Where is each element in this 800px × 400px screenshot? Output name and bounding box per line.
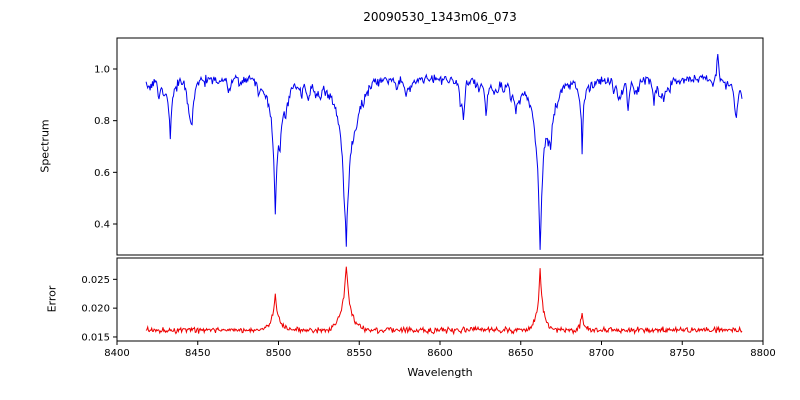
y-tick-label: 0.8: [94, 116, 110, 127]
chart-title: 20090530_1343m06_073: [363, 10, 517, 24]
x-tick-label: 8750: [670, 348, 695, 359]
x-tick-label: 8700: [589, 348, 614, 359]
y-tick-label: 0.4: [94, 220, 110, 231]
y-tick-label: 0.025: [81, 275, 110, 286]
x-tick-label: 8500: [266, 348, 291, 359]
y-tick-label: 1.0: [94, 65, 110, 76]
y-tick-label: 0.020: [81, 304, 110, 315]
spectrum-line: [145, 54, 743, 250]
x-tick-label: 8800: [750, 348, 775, 359]
x-axis-label: Wavelength: [407, 366, 473, 379]
spectrum-panel-border: [116, 37, 764, 256]
x-tick-label: 8400: [104, 348, 129, 359]
x-tick-label: 8650: [508, 348, 533, 359]
x-tick-label: 8550: [347, 348, 372, 359]
y-tick-label: 0.015: [81, 332, 110, 343]
y-tick-label: 0.6: [94, 168, 110, 179]
x-tick-label: 8600: [427, 348, 452, 359]
error-line: [145, 266, 743, 336]
x-tick-label: 8450: [185, 348, 210, 359]
